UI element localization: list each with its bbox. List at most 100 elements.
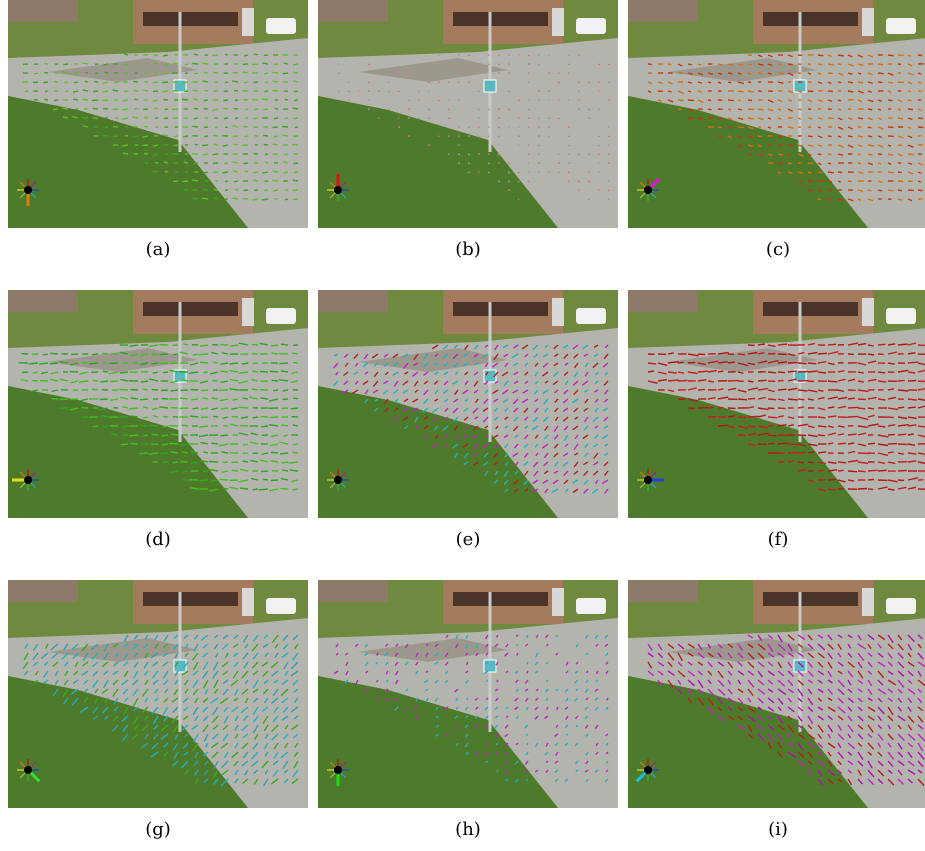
flow-arrow <box>33 82 38 83</box>
flow-arrow <box>488 82 490 83</box>
flow-arrow <box>828 344 836 345</box>
flow-arrow <box>908 91 911 92</box>
flow-arrow <box>171 390 178 391</box>
flow-arrow <box>728 73 732 74</box>
flow-arrow <box>678 100 683 101</box>
flow-arrow <box>239 407 248 408</box>
flow-arrow <box>110 381 118 382</box>
flow-arrow <box>878 372 885 373</box>
flow-arrow <box>488 64 490 65</box>
flow-arrow <box>868 470 878 471</box>
flow-arrow <box>508 91 510 92</box>
flow-arrow <box>488 136 489 137</box>
flow-arrow <box>261 471 268 472</box>
flow-arrow <box>708 109 712 110</box>
flow-arrow <box>808 363 816 364</box>
flow-arrow <box>274 118 278 119</box>
flow-arrow <box>808 462 814 463</box>
flow-arrow <box>568 100 569 101</box>
machine <box>242 8 254 36</box>
flow-arrow <box>448 73 450 74</box>
flow-arrow <box>152 354 158 355</box>
flow-arrow <box>378 118 379 119</box>
flow-arrow <box>398 91 400 92</box>
flow-arrow <box>828 154 831 155</box>
windows <box>143 592 238 606</box>
flow-arrow <box>92 100 98 101</box>
flow-arrow <box>245 109 248 110</box>
flow-arrow <box>538 145 540 146</box>
flow-arrow <box>828 163 831 164</box>
flow-arrow <box>668 380 679 381</box>
flow-arrow <box>225 181 228 182</box>
flow-arrow <box>270 417 278 418</box>
flow-arrow <box>438 100 440 101</box>
flow-arrow <box>428 64 429 65</box>
flow-arrow <box>215 180 218 181</box>
flow-arrow <box>281 344 288 345</box>
flow-arrow <box>808 91 813 92</box>
machine <box>552 298 564 326</box>
flow-arrow <box>528 172 530 173</box>
flow-arrow <box>123 100 128 101</box>
flow-arrow <box>165 154 168 155</box>
flow-arrow <box>798 452 806 453</box>
flow-arrow <box>858 154 861 155</box>
flow-arrow <box>818 154 822 155</box>
flow-arrow <box>272 180 278 181</box>
flow-arrow <box>568 136 570 137</box>
flow-arrow <box>194 163 198 164</box>
flow-arrow <box>688 64 692 65</box>
flow-arrow <box>848 443 854 444</box>
flow-arrow <box>788 64 793 65</box>
flow-arrow <box>478 136 480 137</box>
flow-arrow <box>468 163 470 164</box>
flow-arrow <box>214 189 218 190</box>
panel-caption: (h) <box>455 819 481 840</box>
flow-arrow <box>528 55 530 56</box>
flow-arrow <box>284 63 288 64</box>
flow-arrow <box>194 118 198 119</box>
flow-arrow <box>698 354 705 355</box>
flow-arrow <box>518 199 519 200</box>
flow-arrow <box>858 408 865 409</box>
flow-arrow <box>878 73 884 74</box>
flow-arrow <box>272 72 278 73</box>
flow-arrow <box>688 82 692 83</box>
panel-caption: (f) <box>768 529 789 550</box>
flow-arrow <box>588 82 590 83</box>
flow-arrow <box>240 488 248 489</box>
flow-arrow <box>808 181 814 182</box>
flow-arrow <box>60 399 69 400</box>
flow-arrow <box>282 135 288 136</box>
flow-arrow <box>728 380 738 381</box>
flow-arrow <box>162 444 169 445</box>
flow-arrow <box>518 100 520 101</box>
flow-arrow <box>274 64 278 65</box>
flow-arrow <box>223 100 228 101</box>
photo-panel <box>628 580 925 808</box>
flow-arrow <box>848 407 859 408</box>
flow-arrow <box>273 190 278 191</box>
flow-arrow <box>828 181 832 182</box>
flow-arrow <box>788 163 792 164</box>
flow-arrow <box>568 64 570 65</box>
flow-arrow <box>220 479 228 480</box>
flow-arrow <box>285 118 288 119</box>
flow-arrow <box>271 480 278 481</box>
flow-arrow <box>508 181 510 182</box>
flow-arrow <box>458 163 460 164</box>
panel-caption: (e) <box>456 529 481 550</box>
flow-arrow <box>51 398 58 399</box>
flow-arrow <box>274 136 278 137</box>
flow-arrow <box>203 154 208 155</box>
flow-arrow <box>808 381 814 382</box>
flow-arrow <box>698 118 703 119</box>
flow-arrow <box>129 408 138 409</box>
flow-arrow <box>568 154 570 155</box>
flow-arrow <box>808 371 818 372</box>
flow-arrow <box>275 108 279 109</box>
flow-arrow <box>888 489 894 490</box>
flow-arrow <box>83 126 88 127</box>
flow-arrow <box>262 199 268 200</box>
